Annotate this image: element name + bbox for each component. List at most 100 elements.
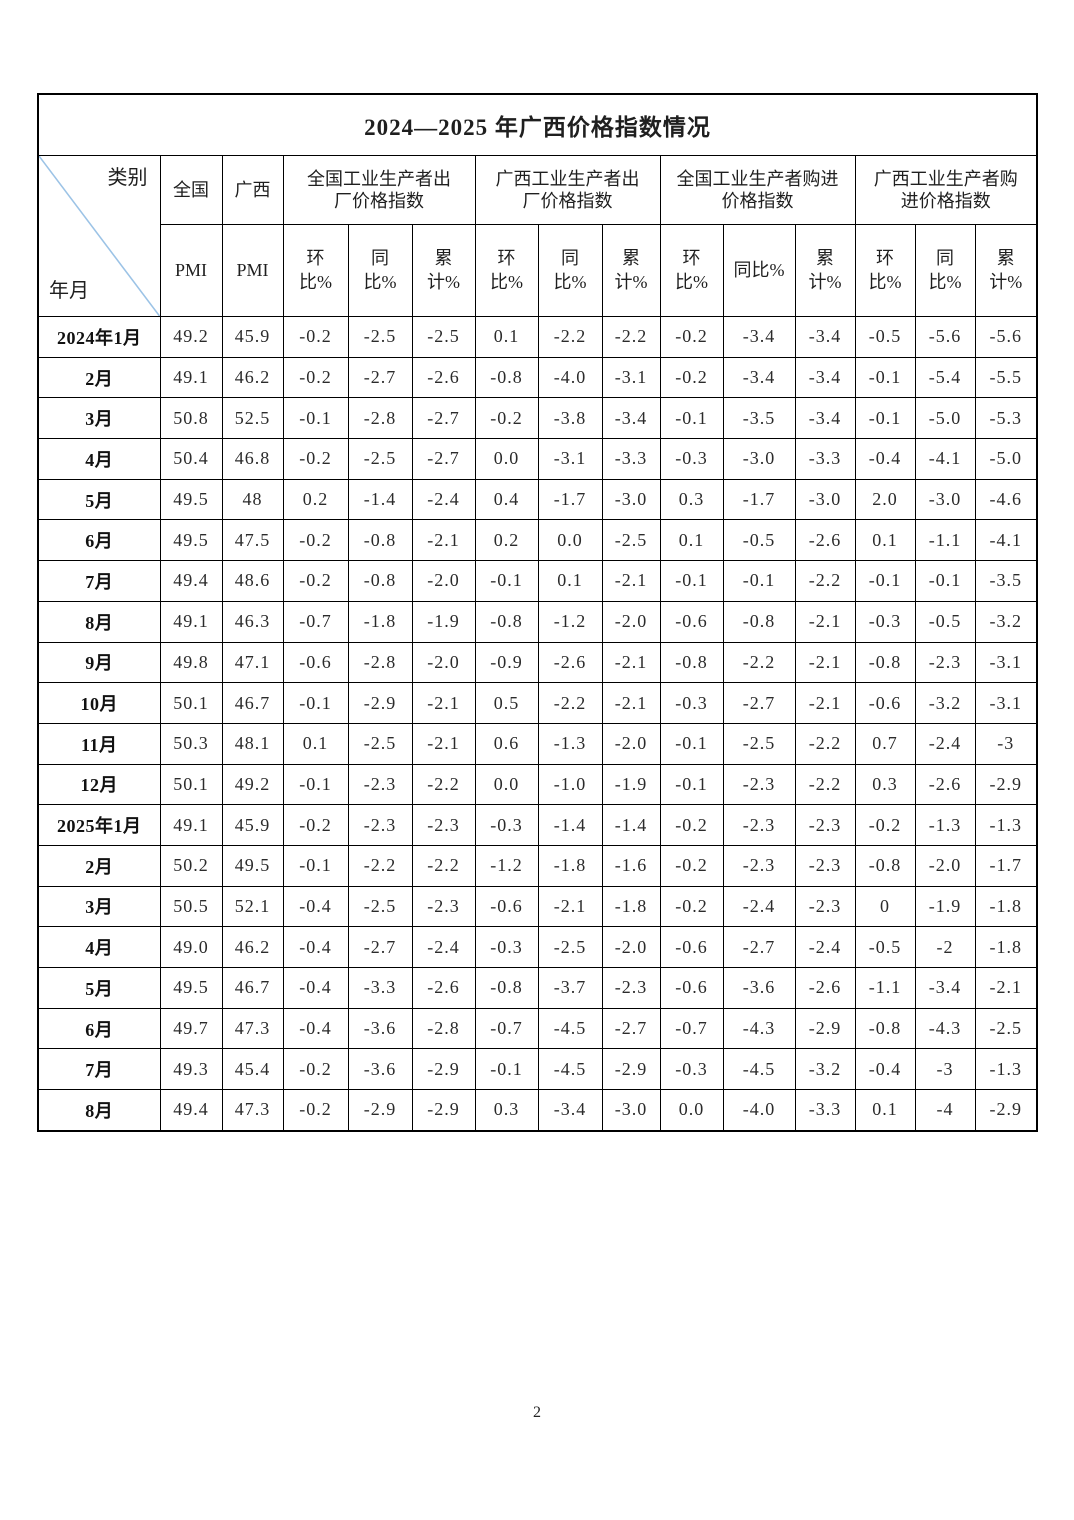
- data-cell: -3.4: [914, 967, 976, 1009]
- data-cell: 46.2: [221, 926, 284, 968]
- data-cell: -5.0: [914, 397, 976, 440]
- data-cell: -2.5: [601, 519, 661, 562]
- data-cell: -0.1: [854, 356, 916, 399]
- data-cell: -5.5: [974, 356, 1038, 399]
- data-cell: -2.5: [347, 722, 413, 765]
- data-cell: -2.3: [411, 804, 476, 846]
- data-cell: -0.6: [282, 641, 349, 684]
- data-cell: -3.1: [601, 356, 661, 399]
- data-cell: -4.3: [914, 1007, 976, 1050]
- data-cell: -4.3: [722, 1007, 796, 1050]
- data-cell: 50.1: [159, 763, 223, 806]
- data-cell: -0.1: [854, 397, 916, 440]
- row-label: 2024年1月: [37, 316, 161, 358]
- data-cell: -0.1: [722, 560, 796, 602]
- subheader-yoy: 同 比%: [347, 224, 413, 317]
- data-cell: -1.8: [537, 844, 603, 887]
- data-cell: 0.0: [474, 438, 539, 480]
- data-cell: -2.2: [347, 844, 413, 887]
- data-cell: -1.3: [914, 804, 976, 846]
- data-cell: -3: [914, 1048, 976, 1091]
- data-cell: -0.5: [914, 600, 976, 643]
- data-cell: -2.2: [794, 560, 856, 602]
- data-cell: -0.1: [282, 397, 349, 440]
- data-cell: -4.5: [722, 1048, 796, 1091]
- data-cell: -2.7: [722, 926, 796, 968]
- subheader-yoy: 同比%: [722, 224, 796, 317]
- data-cell: -3.0: [722, 438, 796, 480]
- data-cell: -0.1: [659, 397, 724, 440]
- data-cell: 2.0: [854, 478, 916, 521]
- data-cell: 49.1: [159, 356, 223, 399]
- row-label: 8月: [37, 600, 161, 643]
- page-number: 2: [533, 1404, 541, 1421]
- header-guangxi-ppi-exfactory: 广西工业生产者出 厂价格指数: [474, 155, 661, 225]
- data-cell: 48: [221, 478, 284, 521]
- row-label: 4月: [37, 438, 161, 480]
- data-cell: -0.6: [659, 600, 724, 643]
- data-cell: -1.1: [854, 967, 916, 1009]
- data-cell: -0.3: [659, 682, 724, 724]
- data-cell: -2.2: [722, 641, 796, 684]
- data-cell: -2.7: [601, 1007, 661, 1050]
- data-cell: -0.7: [474, 1007, 539, 1050]
- data-cell: -2.2: [794, 763, 856, 806]
- data-cell: -2.9: [974, 763, 1038, 806]
- data-cell: 52.1: [221, 885, 284, 928]
- data-cell: -0.8: [854, 1007, 916, 1050]
- subheader-mom: 环 比%: [282, 224, 349, 317]
- row-label: 7月: [37, 1048, 161, 1091]
- data-cell: -2.3: [722, 844, 796, 887]
- row-label: 11月: [37, 722, 161, 765]
- data-cell: -3.0: [794, 478, 856, 521]
- data-cell: -2.2: [537, 682, 603, 724]
- data-cell: -2.7: [347, 926, 413, 968]
- data-cell: -1.4: [537, 804, 603, 846]
- row-label: 2月: [37, 356, 161, 399]
- row-label: 3月: [37, 885, 161, 928]
- table-row: 7月 49.4 48.6 -0.2 -0.8 -2.0 -0.1 0.1 -2.1 -0.1 -0.…: [37, 560, 1038, 602]
- data-cell: -2.5: [537, 926, 603, 968]
- data-cell: 46.2: [221, 356, 284, 399]
- data-cell: -0.6: [659, 967, 724, 1009]
- data-cell: 0.5: [474, 682, 539, 724]
- data-cell: -2.9: [794, 1007, 856, 1050]
- row-label: 5月: [37, 967, 161, 1009]
- data-cell: -0.2: [282, 519, 349, 562]
- data-cell: 45.9: [221, 804, 284, 846]
- data-cell: -2.2: [601, 316, 661, 358]
- table-row: 10月 50.1 46.7 -0.1 -2.9 -2.1 0.5 -2.2 -2.1 -0.3 -2…: [37, 682, 1038, 724]
- data-cell: -2.1: [411, 682, 476, 724]
- data-cell: -2.4: [411, 926, 476, 968]
- table-row: 2月 50.2 49.5 -0.1 -2.2 -2.2 -1.2 -1.8 -1.6 -0.2 -2…: [37, 844, 1038, 887]
- table-row: 2025年1月 49.1 45.9 -0.2 -2.3 -2.3 -0.3 -1.4 -1.4-…: [37, 804, 1038, 846]
- data-cell: -1.8: [601, 885, 661, 928]
- table-row: 2024年1月 49.2 45.9 -0.2 -2.5 -2.5 0.1 -2.2 -2.2 -0…: [37, 316, 1038, 358]
- data-cell: -2.1: [794, 600, 856, 643]
- row-label: 5月: [37, 478, 161, 521]
- data-cell: -3.6: [347, 1048, 413, 1091]
- table-row: 11月 50.3 48.1 0.1 -2.5 -2.1 0.6 -1.3 -2.0 -0.1 -2.…: [37, 722, 1038, 765]
- data-cell: -0.1: [474, 560, 539, 602]
- data-cell: -2.3: [347, 763, 413, 806]
- row-label: 7月: [37, 560, 161, 602]
- data-cell: -0.4: [282, 967, 349, 1009]
- data-cell: 49.0: [159, 926, 223, 968]
- table-row: 4月 49.0 46.2 -0.4 -2.7 -2.4 -0.3 -2.5 -2.0 -0.6 -2…: [37, 926, 1038, 968]
- data-cell: -1.7: [537, 478, 603, 521]
- header-guangxi-ppi-purchase: 广西工业生产者购 进价格指数: [854, 155, 1038, 225]
- data-cell: -3.2: [974, 600, 1038, 643]
- data-cell: -2.7: [347, 356, 413, 399]
- corner-period-label: 年月: [49, 280, 89, 302]
- table-row: 2月 49.1 46.2 -0.2 -2.7 -2.6 -0.8 -4.0 -3.1 -0.2 -3…: [37, 356, 1038, 399]
- table-body: 2024年1月 49.2 45.9 -0.2 -2.5 -2.5 0.1 -2.2 -2.2 -0…: [37, 316, 1038, 1132]
- data-cell: -0.2: [854, 804, 916, 846]
- data-cell: -0.2: [659, 885, 724, 928]
- data-cell: 49.5: [159, 519, 223, 562]
- data-cell: -0.4: [282, 885, 349, 928]
- table-row: 6月 49.7 47.3 -0.4 -3.6 -2.8 -0.7 -4.5 -2.7 -0.7 -4…: [37, 1007, 1038, 1050]
- data-cell: -2.1: [601, 641, 661, 684]
- data-cell: -2.6: [794, 967, 856, 1009]
- data-cell: -2.4: [794, 926, 856, 968]
- data-cell: -2.8: [411, 1007, 476, 1050]
